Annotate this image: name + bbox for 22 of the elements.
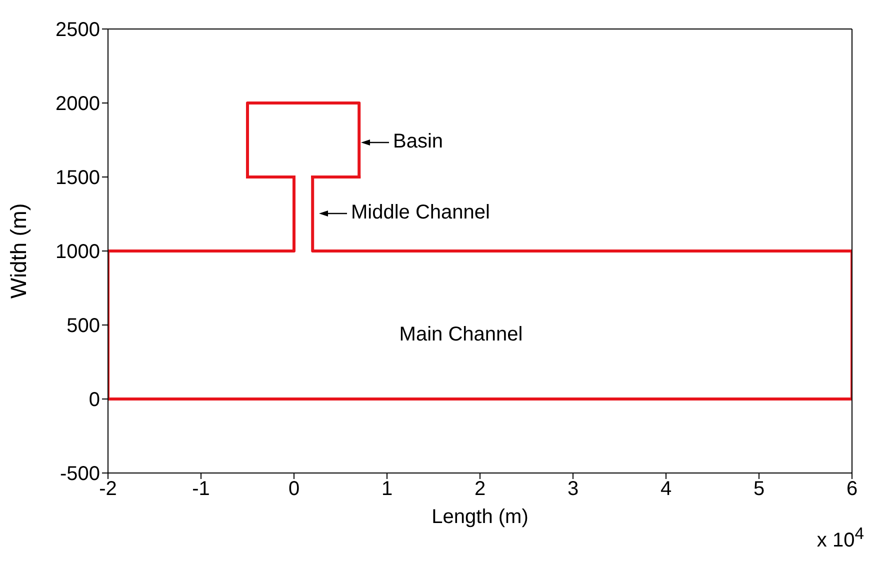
y-tick-label: 500 bbox=[66, 315, 100, 338]
x-tick-label: 6 bbox=[846, 478, 858, 500]
annotation: Middle Channel bbox=[351, 202, 490, 224]
x-tick-label: 5 bbox=[753, 478, 765, 500]
y-tick-label: 1000 bbox=[56, 241, 100, 264]
x-axis-title: Length (m) bbox=[432, 506, 528, 528]
x-tick-label: -1 bbox=[192, 478, 210, 500]
y-tick-label: 1500 bbox=[56, 167, 100, 190]
text: x 10$^{4}$ bbox=[816, 524, 864, 553]
annotation: Basin bbox=[393, 130, 444, 154]
x-tick-label: 1 bbox=[381, 478, 393, 500]
y-tick-label: -500 bbox=[60, 463, 100, 486]
x-tick-label: 0 bbox=[288, 478, 300, 500]
y-tick-label: 2000 bbox=[56, 93, 100, 116]
y-tick-label: 0 bbox=[88, 389, 100, 412]
y-axis-title: Width (m) bbox=[6, 203, 31, 299]
y-tick-label: 2500 bbox=[56, 19, 100, 42]
x-tick-label: 3 bbox=[567, 478, 579, 500]
x-tick-label: 2 bbox=[474, 478, 486, 500]
x-tick-label: -2 bbox=[99, 478, 117, 500]
annotation: Main Channel bbox=[399, 324, 523, 346]
x-tick-label: 4 bbox=[660, 478, 672, 500]
